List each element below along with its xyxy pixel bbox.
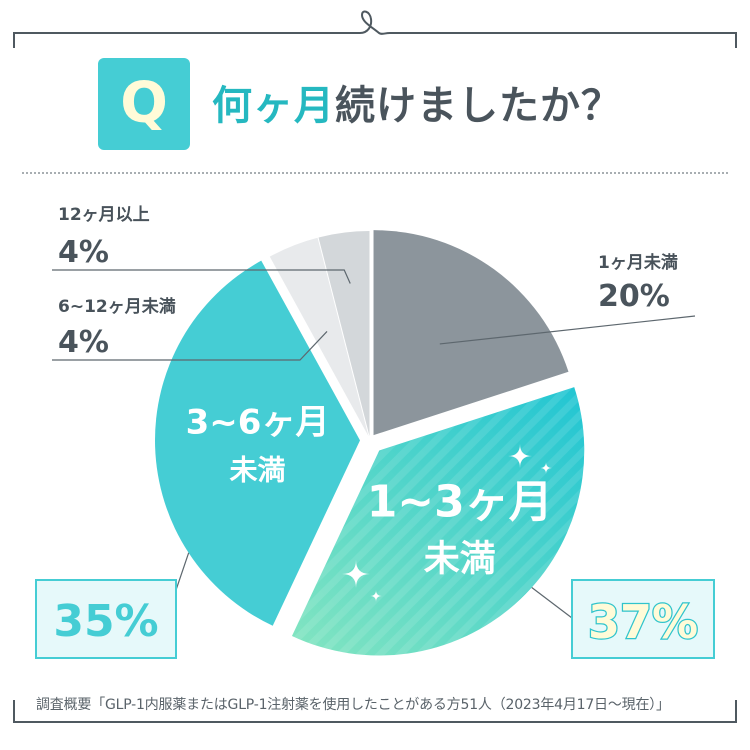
inner-label-slice-1-line2: 未満 xyxy=(424,538,496,579)
label-slice-4-value: 4% xyxy=(58,235,109,270)
pie-slice-2 xyxy=(155,260,361,626)
leader-line-slice-4 xyxy=(52,269,351,284)
question-title: 何ヶ月続けましたか？ xyxy=(212,78,622,134)
label-slice-2-value: 35% xyxy=(53,596,158,647)
inner-label-slice-1-line1: 1~3ヶ月 xyxy=(367,476,553,527)
frame-loop-icon xyxy=(359,10,391,35)
leader-line-slice-3 xyxy=(52,331,328,361)
inner-label-slice-2-line2: 未満 xyxy=(230,454,286,487)
label-slice-1-value: 37% xyxy=(588,595,698,649)
leader-line-slice-0 xyxy=(439,315,696,345)
pie-slice-0 xyxy=(373,230,569,436)
survey-footnote: 調査概要「GLP-1内服薬またはGLP-1注射薬を使用したことがある方51人（2… xyxy=(36,697,670,713)
percent-box-slice-1 xyxy=(571,579,715,659)
question-title-rest: 続けましたか？ xyxy=(335,83,622,129)
frame-top-ornament xyxy=(13,10,737,48)
leader-line-slice-1 xyxy=(531,587,573,619)
label-slice-3-value: 4% xyxy=(58,325,109,360)
question-badge: Q xyxy=(98,58,190,150)
pie-slice-3 xyxy=(269,237,369,437)
question-title-accent: 何ヶ月 xyxy=(212,83,335,129)
pie-slice-4 xyxy=(318,231,370,437)
frame-top-line-right xyxy=(390,32,737,48)
percent-box-slice-2 xyxy=(35,579,177,659)
label-slice-4-name: 12ヶ月以上 xyxy=(58,205,150,225)
sparkle-icon-3 xyxy=(342,560,370,588)
dotted-separator xyxy=(22,172,728,174)
sparkle-icon-2 xyxy=(540,462,552,474)
label-slice-3-name: 6~12ヶ月未満 xyxy=(58,296,176,317)
pie-slice-1-stripes xyxy=(291,387,585,656)
sparkle-icon-4 xyxy=(370,590,382,602)
inner-label-slice-2-line1: 3~6ヶ月 xyxy=(186,403,330,443)
label-slice-0-value: 20% xyxy=(598,279,670,314)
sparkle-icon-1 xyxy=(508,444,532,468)
frame-top-line-left xyxy=(13,32,360,48)
question-badge-letter: Q xyxy=(120,71,168,136)
leader-line-slice-2 xyxy=(175,552,190,591)
label-slice-0-name: 1ヶ月未満 xyxy=(598,252,678,273)
